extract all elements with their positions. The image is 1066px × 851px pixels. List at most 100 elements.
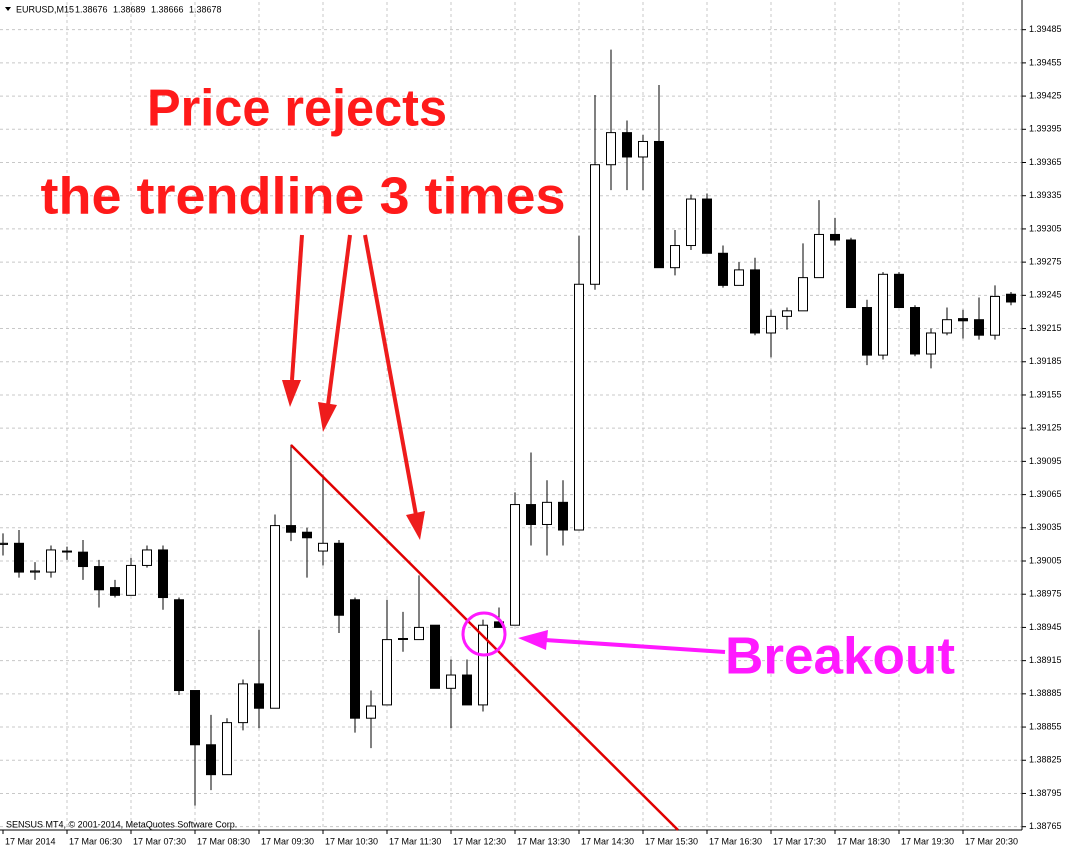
candle-body (606, 132, 616, 166)
y-tick-label: 1.39455 (1029, 57, 1062, 67)
x-tick-label: 17 Mar 09:30 (261, 836, 314, 846)
arrow (363, 234, 418, 516)
y-tick-label: 1.38945 (1029, 622, 1062, 632)
candle-body (350, 599, 360, 719)
arrow-head (406, 511, 425, 540)
arrow (290, 234, 304, 381)
candle-body (750, 269, 760, 334)
candle-body (238, 683, 248, 724)
arrow-head (518, 630, 548, 650)
candle-body (702, 198, 712, 254)
candle-body (30, 570, 40, 573)
candle-body (222, 722, 232, 776)
arrow (326, 234, 352, 406)
symbol: EURUSD,M15 (16, 4, 74, 14)
y-tick-label: 1.39245 (1029, 290, 1062, 300)
x-tick-label: 17 Mar 10:30 (325, 836, 378, 846)
x-tick-label: 17 Mar 15:30 (645, 836, 698, 846)
y-tick-label: 1.38765 (1029, 821, 1062, 831)
candle-body (910, 307, 920, 355)
candle-body (174, 599, 184, 692)
trendline (290, 444, 679, 831)
axis-labels: 1.38765 1.38795 1.38825 1.38855 1.38885 1.389… (2, 24, 1062, 846)
footer: SENSUS MT4, © 2001-2014, MetaQuotes Soft… (6, 819, 237, 829)
candle-body (958, 318, 968, 322)
candle-body (798, 277, 808, 312)
candles (0, 49, 1016, 806)
x-tick-label: 17 Mar 11:30 (389, 836, 441, 846)
candle-body (510, 504, 520, 626)
candle-body (110, 587, 120, 596)
x-tick-label: 17 Mar 16:30 (709, 836, 762, 846)
candle-body (478, 624, 488, 706)
candle-body (526, 504, 536, 525)
x-tick-label: 17 Mar 17:30 (773, 836, 826, 846)
grid (0, 2, 1022, 830)
y-tick-label: 1.39125 (1029, 423, 1062, 433)
y-tick-label: 1.39485 (1029, 24, 1062, 34)
y-tick-label: 1.39035 (1029, 522, 1062, 532)
y-tick-label: 1.38975 (1029, 589, 1062, 599)
y-tick-label: 1.39365 (1029, 157, 1062, 167)
candle-body (542, 501, 552, 525)
x-tick-label: 17 Mar 2014 (5, 836, 56, 846)
quote-value: 1.38678 (189, 4, 222, 14)
candle-body (206, 744, 216, 776)
arrow-head (282, 380, 301, 407)
x-tick-label: 17 Mar 18:30 (837, 836, 890, 846)
y-tick-label: 1.39305 (1029, 223, 1062, 233)
candle-body (158, 549, 168, 599)
candle-body (318, 542, 328, 552)
candle-body (270, 525, 280, 709)
candle-body (78, 551, 88, 568)
arrows (282, 234, 425, 540)
x-tick-label: 17 Mar 07:30 (133, 836, 186, 846)
candle-body (190, 690, 200, 746)
quote-value: 1.38676 (75, 4, 108, 14)
candle-body (574, 283, 584, 531)
y-tick-label: 1.39275 (1029, 257, 1062, 267)
candle-body (1006, 293, 1016, 303)
candle-body (830, 233, 840, 241)
menu-icon[interactable] (5, 7, 11, 11)
y-tick-label: 1.38855 (1029, 721, 1062, 731)
candle-body (926, 332, 936, 355)
y-tick-label: 1.39065 (1029, 489, 1062, 499)
y-tick-label: 1.39425 (1029, 90, 1062, 100)
candle-body (0, 542, 8, 545)
y-tick-label: 1.38825 (1029, 755, 1062, 765)
x-tick-label: 17 Mar 14:30 (581, 836, 634, 846)
candle-body (734, 269, 744, 286)
candle-body (398, 637, 408, 640)
y-tick-label: 1.39005 (1029, 555, 1062, 565)
candle-body (334, 542, 344, 616)
candle-body (718, 252, 728, 286)
x-tick-label: 17 Mar 06:30 (69, 836, 122, 846)
candle-body (14, 542, 24, 573)
annotation: Price rejects (147, 80, 447, 138)
candle-body (814, 233, 824, 279)
y-tick-label: 1.38795 (1029, 788, 1062, 798)
arrow (544, 638, 726, 654)
y-tick-label: 1.39155 (1029, 389, 1062, 399)
candle-body (366, 705, 376, 719)
candle-body (974, 319, 984, 336)
y-tick-label: 1.38915 (1029, 655, 1062, 665)
candle-body (94, 566, 104, 591)
candle-body (62, 550, 72, 553)
candle-body (766, 315, 776, 334)
candle-body (622, 132, 632, 158)
candle-body (638, 140, 648, 158)
candle-body (126, 564, 136, 596)
candle-body (142, 549, 152, 566)
candle-body (878, 273, 888, 356)
candle-body (254, 683, 264, 709)
candle-body (942, 319, 952, 334)
x-tick-label: 17 Mar 13:30 (517, 836, 570, 846)
y-tick-label: 1.39395 (1029, 124, 1062, 134)
x-tick-label: 17 Mar 12:30 (453, 836, 506, 846)
y-tick-label: 1.39095 (1029, 456, 1062, 466)
candle-body (670, 245, 680, 269)
